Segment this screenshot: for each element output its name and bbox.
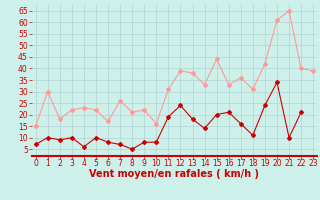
X-axis label: Vent moyen/en rafales ( km/h ): Vent moyen/en rafales ( km/h )	[89, 169, 260, 179]
